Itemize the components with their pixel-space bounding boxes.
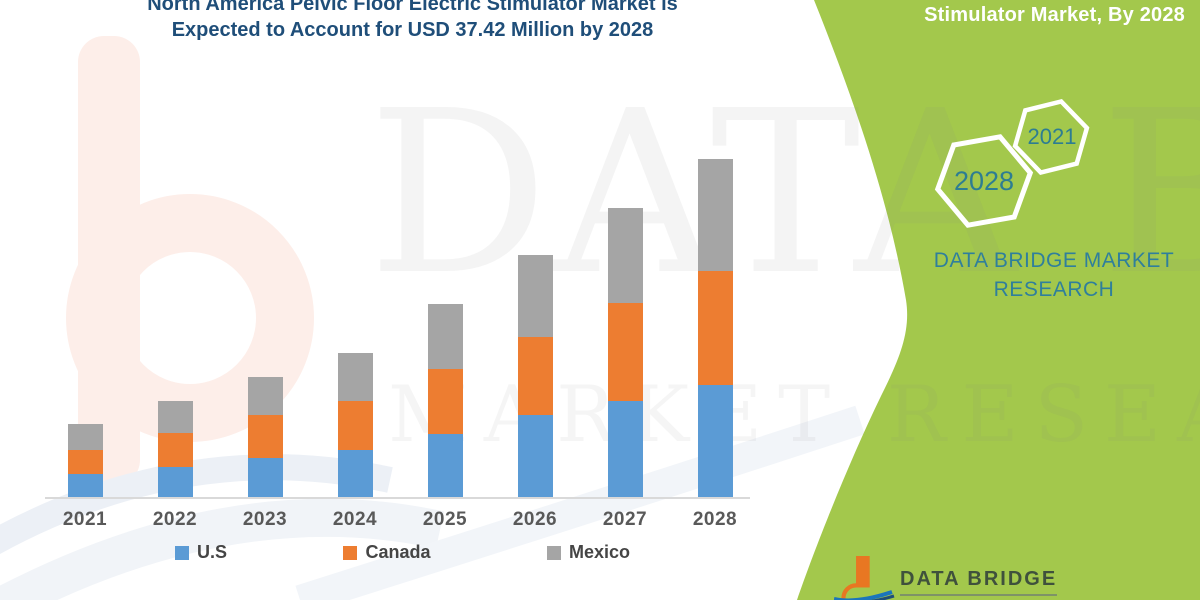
bar-segment-Canada [697,270,733,386]
hexagon-2028 [934,134,1034,228]
footer-brand-text: DATA BRIDGE [900,568,1058,596]
bar-segment-Mexico [607,208,643,304]
chart-title-line2: Expected to Account for USD 37.42 Millio… [171,19,654,41]
bar-segment-Canada [607,303,643,402]
chart-title: North America Pelvic Floor Electric Stim… [55,0,770,43]
hexagon-2021 [1012,98,1090,176]
data-bridge-b-logo-icon [834,556,895,600]
side-panel-brand-line1: DATA BRIDGE MARKET [933,249,1175,272]
bar-segment-Canada [517,337,553,416]
bar-segment-Mexico [337,353,373,402]
bar-segment-Mexico [517,255,553,338]
bar-segment-Mexico [697,159,733,271]
hexagon-2028-label: 2028 [953,166,1015,196]
side-panel-title: Stimulator Market, By 2028 [924,4,1185,26]
chart-title-line1: North America Pelvic Floor Electric Stim… [147,0,678,15]
side-panel-brand: DATA BRIDGE MARKET RESEARCH [920,246,1188,304]
hexagon-2021-label: 2021 [1027,124,1077,149]
side-panel-brand-line2: RESEARCH [993,278,1115,301]
footer-sub-text: MARKET RESEARCH [900,598,1120,600]
green-panel-shape [797,0,1200,600]
bar-segment-Mexico [427,304,463,369]
